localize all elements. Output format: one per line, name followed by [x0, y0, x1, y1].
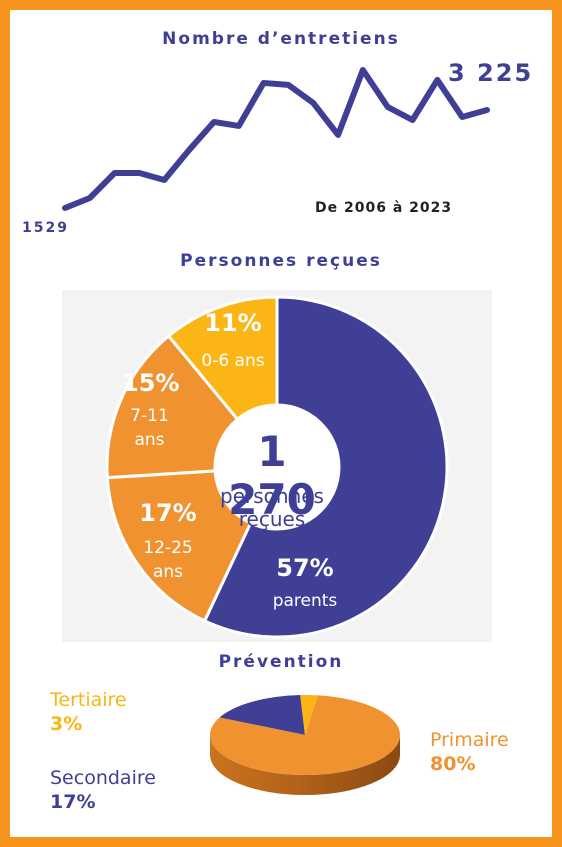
- donut-segment: [166, 295, 279, 422]
- segment-label: 7-11 ans: [130, 406, 169, 450]
- segment-label: 12-25 ans: [143, 538, 193, 582]
- segment-value: 15%: [122, 369, 180, 397]
- segment-value: 11%: [204, 309, 262, 337]
- legend-label: Tertiaire: [50, 689, 127, 711]
- value-label: 3 225: [448, 59, 534, 87]
- pie-title: Prévention: [218, 652, 344, 672]
- donut-segment: [202, 295, 449, 639]
- segment-value: 17%: [139, 499, 197, 527]
- segment-value: 57%: [276, 554, 334, 582]
- donut-center-label: personnes reçues: [220, 484, 324, 531]
- pie-slice: [219, 695, 305, 735]
- donut-segment: [105, 333, 240, 480]
- donut-title: Personnes reçues: [180, 251, 382, 271]
- legend-value: 3%: [50, 713, 83, 735]
- pie-side: [210, 735, 400, 795]
- donut-hole: [216, 406, 338, 528]
- line-subtitle: De 2006 à 2023: [315, 200, 453, 216]
- line-title: Nombre d’entretiens: [162, 29, 400, 49]
- donut-segment: [105, 469, 253, 623]
- pie-slice: [209, 695, 400, 775]
- pie-slice: [300, 694, 319, 735]
- donut-center-value: 1 270: [228, 427, 316, 525]
- value-label: 1529: [22, 220, 69, 236]
- legend-value: 80%: [430, 753, 476, 775]
- legend-value: 17%: [50, 791, 96, 813]
- segment-label: 0-6 ans: [201, 351, 265, 371]
- segment-label: parents: [272, 591, 338, 611]
- line: [62, 67, 490, 211]
- legend-label: Secondaire: [50, 767, 156, 789]
- legend-label: Primaire: [430, 729, 509, 751]
